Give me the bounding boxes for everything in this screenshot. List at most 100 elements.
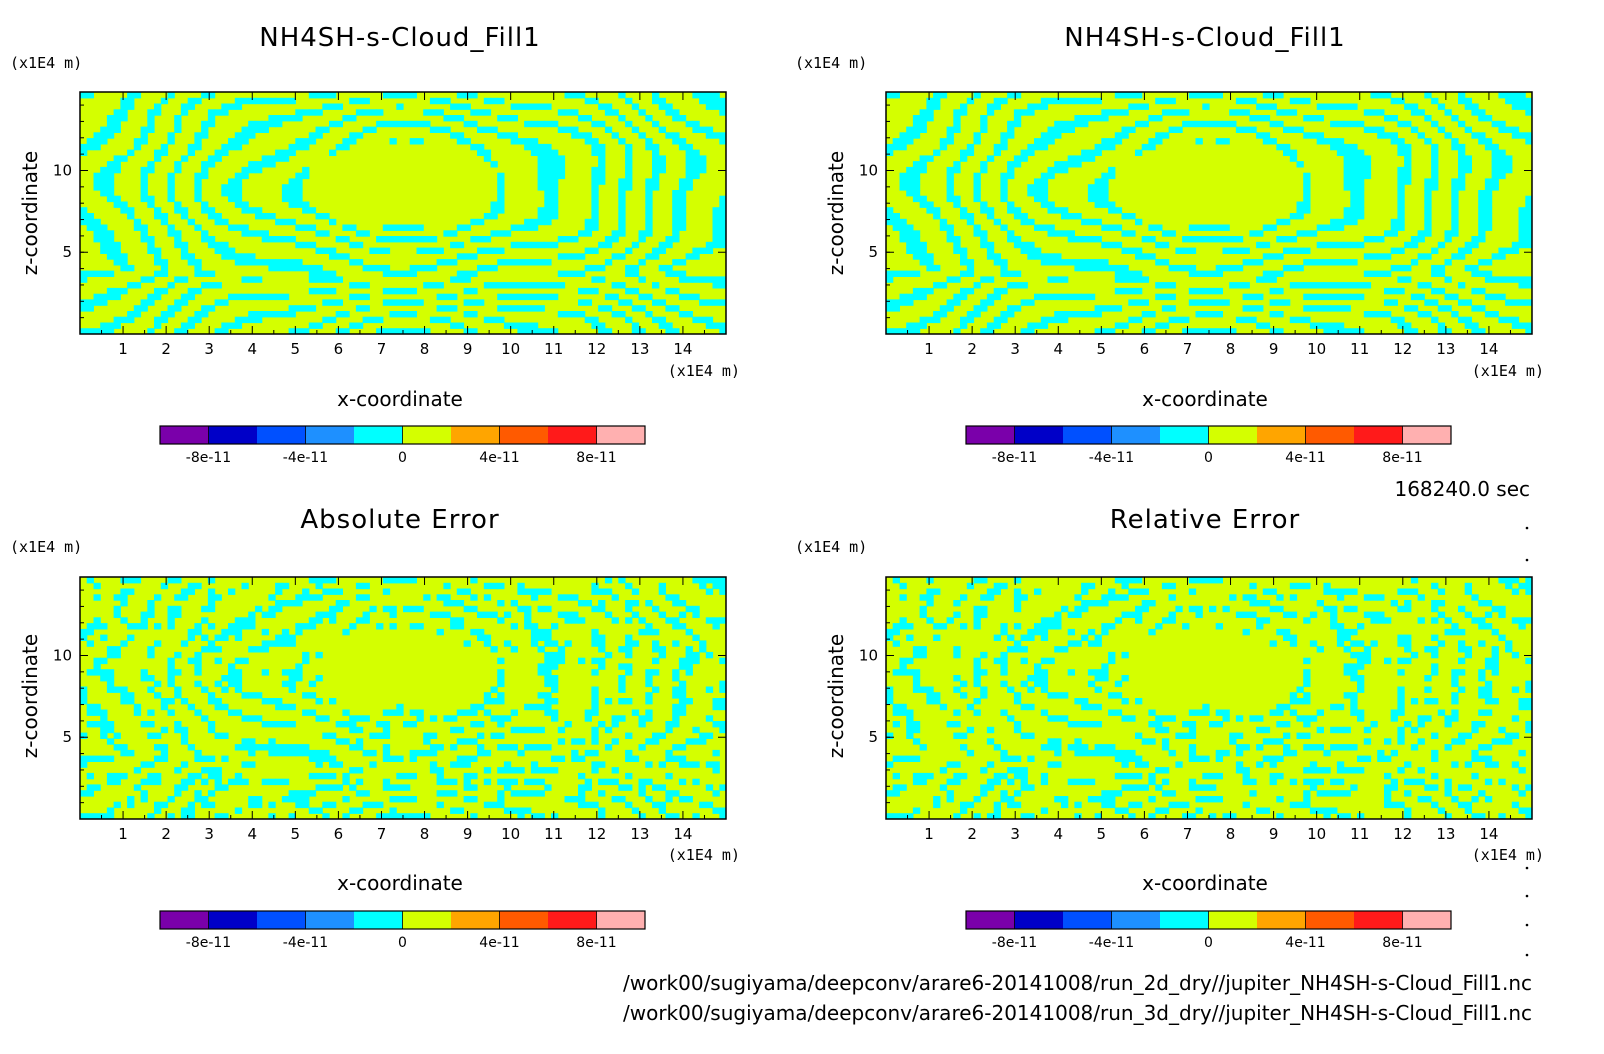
x-tick-label: 3 — [1010, 340, 1020, 358]
contour-cell — [1155, 784, 1163, 791]
contour-cell — [1188, 287, 1197, 295]
contour-cell — [1188, 224, 1197, 231]
contour-cell — [1135, 253, 1143, 260]
contour-cell — [652, 738, 660, 745]
contour-cell — [1148, 721, 1156, 728]
contour-cell — [912, 669, 921, 676]
contour-cell — [537, 726, 545, 734]
contour-cell — [1000, 259, 1008, 266]
contour-cell — [154, 259, 162, 266]
contour-cell — [1424, 796, 1432, 803]
contour-cell — [207, 600, 216, 607]
contour-cell — [524, 790, 532, 797]
contour-cell — [1424, 784, 1432, 791]
contour-cell — [678, 663, 687, 670]
contour-cell — [551, 120, 559, 128]
colorbar-segment — [1305, 426, 1355, 444]
contour-cell — [517, 293, 525, 301]
contour-cell — [591, 588, 599, 595]
contour-cell — [1458, 784, 1466, 791]
contour-cell — [1209, 772, 1217, 780]
contour-cell — [443, 790, 451, 797]
contour-cell — [1330, 138, 1338, 145]
contour-cell — [1289, 236, 1298, 243]
contour-cell — [524, 138, 532, 145]
contour-cell — [611, 253, 619, 260]
contour-cell — [436, 282, 444, 289]
contour-cell — [221, 109, 229, 116]
contour-cell — [980, 241, 988, 249]
contour-cell — [322, 772, 330, 780]
contour-cell — [1289, 155, 1298, 162]
contour-cell — [322, 299, 330, 306]
contour-cell — [1444, 236, 1452, 243]
contour-cell — [308, 264, 317, 272]
contour-cell — [1202, 709, 1210, 716]
contour-cell — [228, 588, 236, 595]
contour-cell — [966, 287, 975, 295]
contour-cell — [1511, 577, 1520, 584]
contour-cell — [396, 755, 404, 762]
contour-cell — [1067, 155, 1075, 162]
contour-cell — [120, 201, 128, 208]
contour-cell — [503, 282, 512, 289]
contour-cell — [631, 807, 640, 814]
contour-cell — [672, 190, 680, 197]
contour-cell — [719, 207, 726, 214]
contour-cell — [1357, 651, 1365, 659]
contour-cell — [618, 680, 626, 688]
contour-cell — [1397, 184, 1405, 191]
contour-cell — [524, 224, 532, 231]
contour-cell — [113, 120, 121, 128]
contour-cell — [106, 230, 115, 237]
contour-cell — [719, 241, 726, 249]
contour-cell — [1478, 640, 1486, 647]
contour-cell — [187, 801, 195, 809]
y-axis-label: z-coordinate — [824, 151, 848, 275]
contour-cell — [281, 721, 290, 728]
x-tick-label: 13 — [630, 340, 649, 358]
contour-cell — [483, 582, 492, 590]
contour-cell — [1417, 721, 1425, 728]
contour-cell — [477, 732, 485, 739]
contour-cell — [544, 161, 552, 168]
contour-cell — [530, 790, 539, 797]
colorbar-segment — [596, 911, 646, 929]
contour-cell — [1498, 813, 1506, 819]
contour-cell — [436, 109, 444, 116]
contour-cell — [524, 143, 532, 151]
panel-title: NH4SH-s-Cloud_Fill1 — [259, 23, 540, 53]
contour-cell — [699, 92, 707, 99]
contour-cell — [302, 138, 310, 145]
contour-cell — [886, 207, 894, 214]
contour-cell — [1087, 115, 1096, 122]
contour-cell — [1336, 328, 1345, 334]
contour-cell — [510, 778, 518, 786]
contour-cell — [248, 293, 256, 301]
contour-cell — [275, 97, 283, 105]
contour-cell — [295, 801, 303, 809]
contour-cell — [1283, 264, 1291, 272]
contour-cell — [1518, 241, 1526, 249]
contour-cell — [120, 698, 128, 705]
contour-cell — [194, 796, 202, 803]
contour-cell — [1377, 611, 1385, 618]
contour-cell — [919, 109, 927, 116]
contour-cell — [1478, 132, 1486, 139]
contour-cell — [564, 611, 572, 618]
contour-cell — [584, 784, 592, 791]
contour-cell — [355, 97, 364, 105]
contour-cell — [147, 201, 155, 208]
contour-cell — [369, 761, 377, 768]
contour-cell — [692, 657, 700, 665]
contour-cell — [1175, 605, 1183, 613]
contour-cell — [1209, 287, 1217, 295]
contour-cell — [207, 161, 216, 168]
contour-cell — [187, 582, 195, 590]
contour-cell — [1370, 611, 1378, 618]
contour-cell — [1061, 120, 1069, 128]
contour-cell — [1081, 721, 1089, 728]
contour-cell — [1444, 328, 1452, 334]
contour-cell — [503, 115, 512, 122]
contour-cell — [1067, 259, 1075, 266]
